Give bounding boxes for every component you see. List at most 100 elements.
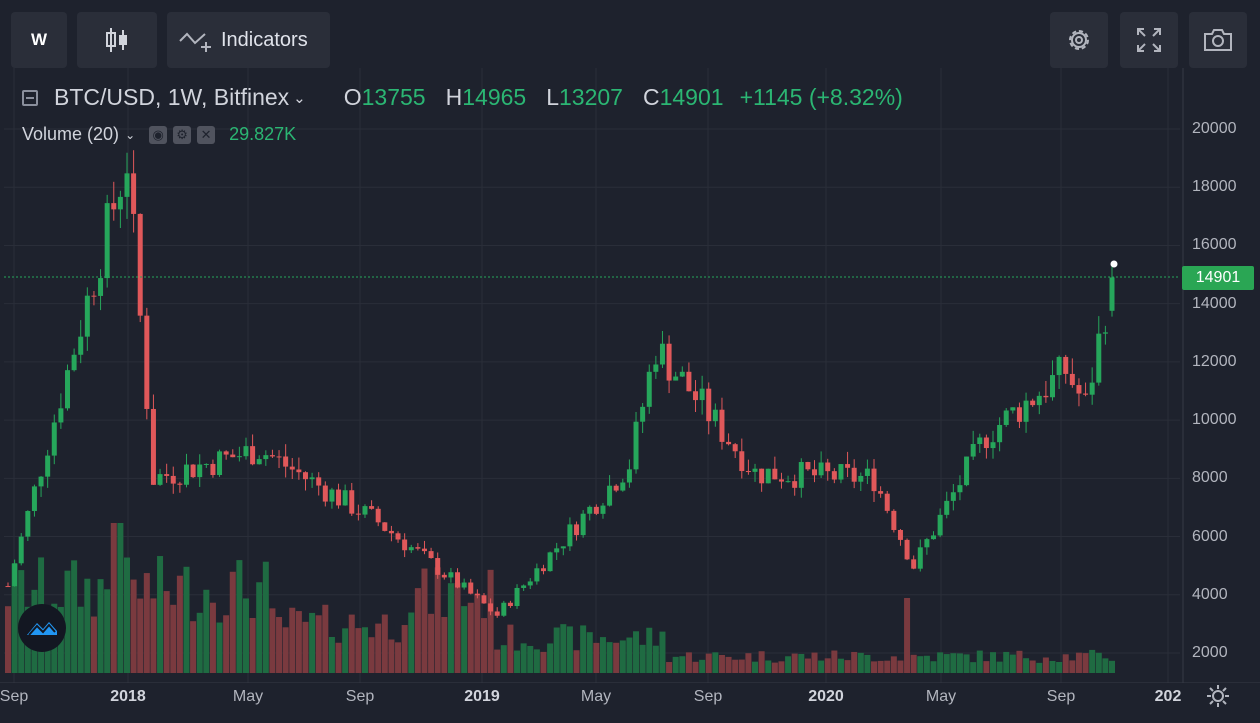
volume-bar (619, 640, 626, 673)
volume-bar (718, 654, 725, 673)
candle-body (792, 481, 798, 488)
candle-body (64, 370, 70, 409)
low-key: L (546, 84, 559, 110)
volume-bar (639, 644, 646, 673)
volume-bar (652, 645, 659, 673)
volume-bar (408, 612, 415, 673)
candle-body (25, 511, 31, 537)
low-value: 13207 (559, 84, 623, 110)
candle-body (236, 456, 242, 458)
eye-icon[interactable]: ◉ (149, 125, 168, 144)
volume-bar (560, 624, 567, 673)
volume-bar (130, 579, 137, 673)
chevron-down-icon[interactable]: ⌄ (125, 127, 136, 142)
candle-body (977, 437, 983, 445)
axis-settings-icon[interactable] (1205, 683, 1231, 714)
candle-body (131, 173, 137, 214)
candle-body (871, 468, 877, 492)
symbol-label[interactable]: BTC/USD, 1W, Bitfinex (54, 84, 290, 110)
candle-body (217, 451, 223, 475)
volume-bar (626, 637, 633, 673)
volume-bar (262, 561, 269, 673)
volume-bar (1056, 661, 1063, 673)
price-axis-tick: 8000 (1192, 469, 1228, 487)
volume-bar (646, 627, 653, 673)
candle-body (679, 371, 685, 377)
price-chart[interactable] (0, 68, 1260, 683)
volume-bar (877, 660, 884, 673)
volume-bar (104, 589, 111, 673)
candle-body (970, 444, 976, 457)
interval-button[interactable]: W (11, 12, 67, 68)
volume-bar (672, 656, 679, 673)
candle-body (91, 295, 97, 297)
candle-body (944, 500, 950, 515)
volume-bar (355, 628, 362, 673)
volume-bar (150, 598, 157, 673)
time-axis-tick: May (232, 688, 264, 705)
volume-bar (785, 656, 792, 673)
indicators-button[interactable]: Indicators (167, 12, 330, 68)
close-key: C (642, 84, 660, 110)
volume-bar (480, 618, 487, 673)
candle-body (924, 539, 930, 548)
candle-body (547, 552, 553, 572)
candle-body (316, 477, 322, 486)
volume-bar (123, 557, 130, 673)
candle-body (567, 524, 573, 547)
close-icon[interactable]: ✕ (197, 125, 216, 144)
volume-bar (395, 642, 402, 673)
candle-body (488, 603, 494, 612)
volume-bar (441, 616, 448, 673)
volume-bar (256, 582, 263, 673)
candle-body (521, 585, 527, 588)
gear-icon[interactable]: ⚙ (173, 125, 192, 144)
collapse-legend-icon[interactable] (22, 89, 38, 106)
candle-body (31, 486, 37, 512)
fullscreen-button[interactable] (1120, 12, 1178, 68)
candle-body (223, 451, 229, 455)
volume-bar (1036, 662, 1043, 673)
candle-body (864, 468, 870, 476)
candle-body (540, 568, 546, 572)
volume-bar (844, 660, 851, 673)
candle-body (124, 173, 130, 197)
settings-button[interactable] (1050, 12, 1108, 68)
volume-bar (566, 626, 573, 673)
volume-bar (110, 523, 117, 673)
candle-body (78, 336, 84, 355)
candle-body (448, 572, 454, 578)
volume-label[interactable]: Volume (20) (22, 124, 120, 144)
chevron-down-icon[interactable]: ⌄ (293, 89, 306, 107)
volume-bar (414, 588, 421, 673)
candle-body (600, 505, 606, 514)
volume-bar (1069, 660, 1076, 673)
volume-bar (368, 637, 375, 673)
candle-body (640, 406, 646, 422)
volume-bar (494, 649, 501, 673)
volume-bar (553, 627, 560, 673)
candlestick-icon (104, 26, 130, 54)
candle-body (514, 587, 520, 607)
volume-bar (361, 627, 368, 673)
indicators-icon (179, 27, 213, 53)
volume-bar (606, 642, 613, 673)
chart-type-button[interactable] (77, 12, 157, 68)
candle-body (329, 489, 335, 502)
volume-bar (236, 560, 243, 673)
candle-body (745, 471, 751, 473)
volume-bar (1049, 660, 1056, 673)
candle-body (554, 548, 560, 553)
candle-body (388, 530, 394, 534)
volume-legend: Volume (20) ⌄ ◉ ⚙ ✕ 29.827K (22, 124, 296, 145)
volume-bars (5, 523, 1115, 673)
time-axis-tick: May (925, 688, 957, 705)
top-toolbar: W Indicators (0, 0, 1260, 80)
tradingview-logo-icon[interactable] (18, 604, 66, 652)
candle-body (1109, 277, 1115, 311)
candle-body (5, 586, 11, 588)
candle-body (402, 539, 408, 551)
candle-body (58, 408, 64, 423)
chart-grid (4, 68, 1180, 683)
snapshot-button[interactable] (1189, 12, 1247, 68)
